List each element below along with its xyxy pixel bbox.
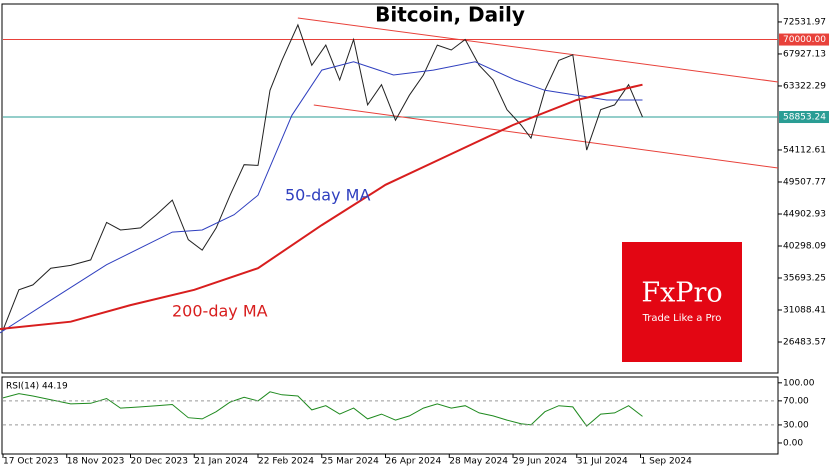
y-tick-label: 30.00 (783, 420, 809, 430)
y-tick-label: 44902.93 (783, 209, 826, 219)
logo-brand: FxPro (641, 278, 722, 309)
series-line (2, 391, 643, 427)
series-line (2, 23, 643, 331)
x-tick-label: 25 Mar 2024 (322, 457, 379, 467)
x-tick-label: 26 Apr 2024 (386, 457, 442, 467)
main-frame (1, 3, 779, 374)
level-label: 58853.24 (783, 113, 826, 123)
chart-title: Bitcoin, Daily (375, 3, 525, 27)
logo-box (622, 242, 742, 362)
series-label: 200-day MA (172, 302, 268, 321)
x-tick-label: 1 Sep 2024 (641, 457, 693, 467)
channel-line (313, 104, 779, 169)
level-label-box (779, 33, 829, 46)
x-tick-label: 28 May 2024 (449, 457, 508, 467)
x-tick-label: 21 Jan 2024 (194, 457, 248, 467)
level-label: 70000.00 (783, 35, 826, 45)
y-tick-label: 67927.13 (783, 49, 826, 59)
x-tick-label: 17 Oct 2023 (3, 457, 59, 467)
rsi-frame (1, 376, 779, 455)
series-line (0, 83, 643, 330)
y-tick-label: 63322.29 (783, 81, 826, 91)
series-line (0, 61, 643, 334)
y-tick-label: 54112.61 (783, 145, 826, 155)
y-tick-label: 40298.09 (783, 241, 826, 251)
x-tick-label: 29 Jun 2024 (513, 457, 567, 467)
series-label: 50-day MA (285, 186, 370, 205)
y-tick-label: 70.00 (783, 396, 809, 406)
x-tick-label: 31 Jul 2024 (577, 457, 628, 467)
x-tick-label: 18 Nov 2023 (67, 457, 125, 467)
y-tick-label: 100.00 (783, 378, 815, 388)
level-label-box (779, 111, 829, 124)
y-tick-label: 31088.41 (783, 306, 826, 316)
x-tick-label: 20 Dec 2023 (131, 457, 189, 467)
y-tick-label: 0.00 (783, 438, 803, 448)
rsi-title: RSI(14) 44.19 (6, 382, 68, 392)
y-tick-label: 26483.57 (783, 338, 826, 348)
x-tick-label: 22 Feb 2024 (258, 457, 314, 467)
y-tick-label: 72531.97 (783, 17, 826, 27)
logo: FxPro Trade Like a Pro (622, 242, 742, 362)
y-tick-label: 49507.77 (783, 177, 826, 187)
channel-line (297, 17, 779, 83)
y-tick-label: 35693.25 (783, 274, 826, 284)
logo-tagline: Trade Like a Pro (642, 313, 722, 324)
